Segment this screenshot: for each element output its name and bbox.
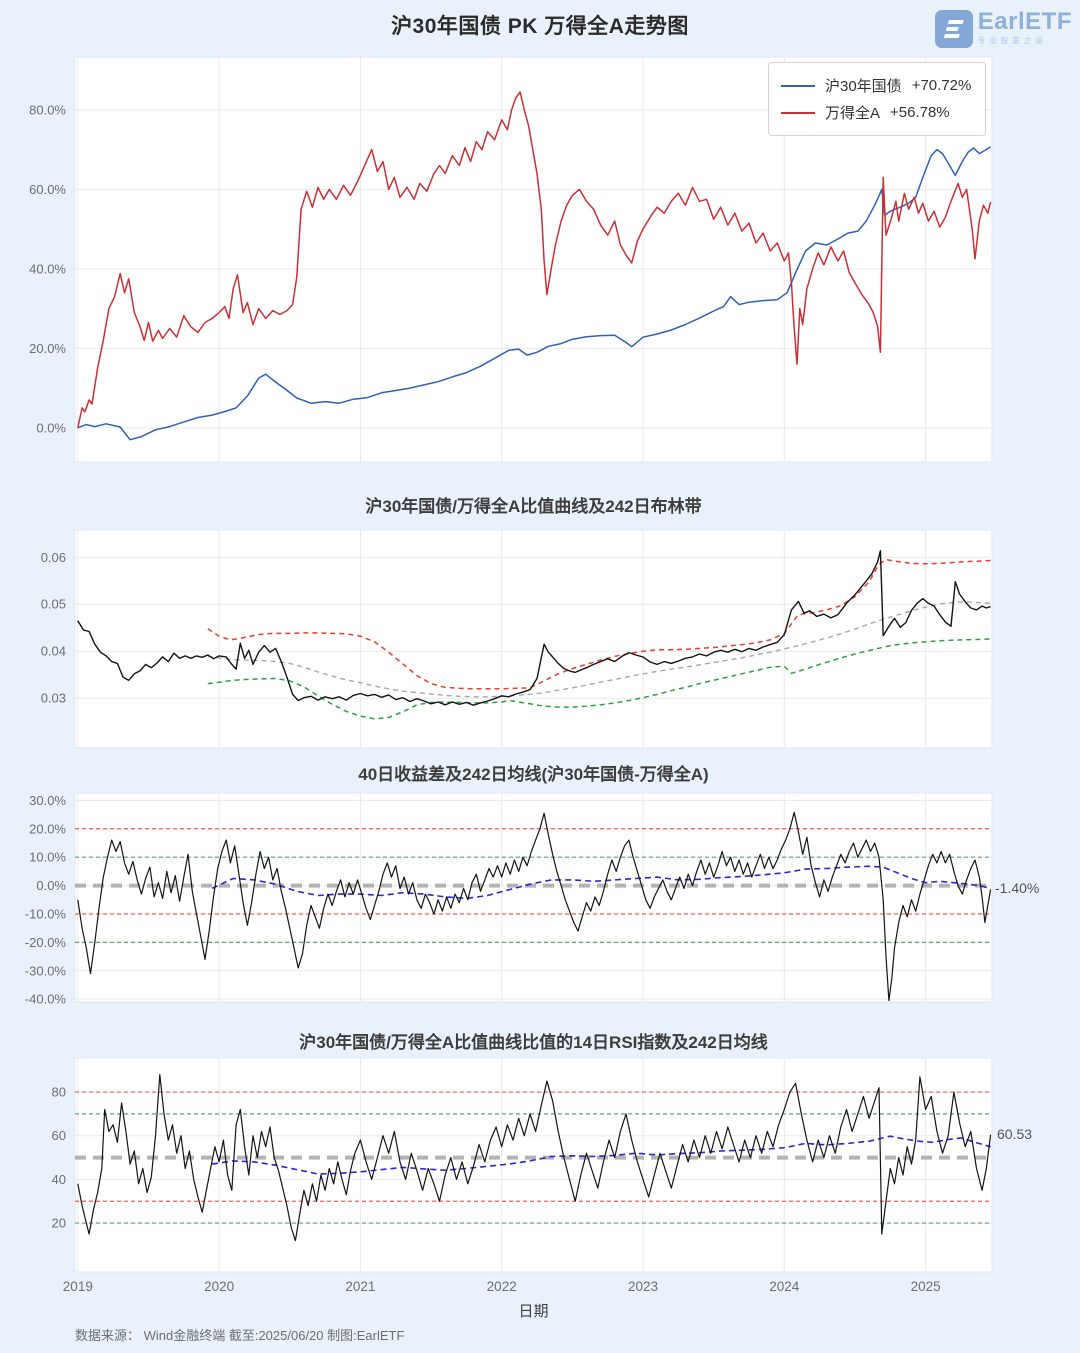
chart4-last-value: 60.53 (997, 1126, 1033, 1142)
svg-text:2024: 2024 (769, 1279, 800, 1294)
legend-bond-value: +70.72% (911, 77, 972, 94)
svg-text:0.03: 0.03 (41, 691, 66, 706)
svg-text:-10.0%: -10.0% (25, 906, 67, 921)
svg-text:0.04: 0.04 (41, 644, 66, 659)
svg-text:0.06: 0.06 (41, 550, 66, 565)
svg-text:0.0%: 0.0% (36, 878, 66, 893)
chart3-title: 40日收益差及242日均线(沪30年国债-万得全A) (358, 765, 709, 784)
svg-text:2021: 2021 (345, 1279, 375, 1294)
legend-item-stock: 万得全A +56.78% (781, 99, 973, 126)
svg-text:20.0%: 20.0% (29, 821, 66, 836)
svg-text:0.0%: 0.0% (36, 420, 66, 435)
svg-text:-20.0%: -20.0% (25, 935, 67, 950)
chart1-legend: 沪30年国债 +70.72% 万得全A +56.78% (768, 62, 986, 136)
svg-text:10.0%: 10.0% (29, 850, 66, 865)
svg-text:60.0%: 60.0% (29, 182, 66, 197)
logo-text: EarlETF (977, 8, 1072, 35)
svg-text:20.0%: 20.0% (29, 341, 66, 356)
legend-stock-label: 万得全A (825, 105, 881, 122)
svg-text:2023: 2023 (628, 1279, 658, 1294)
svg-text:2025: 2025 (911, 1279, 941, 1294)
bond-line-swatch-icon (781, 84, 815, 87)
svg-text:-30.0%: -30.0% (25, 963, 67, 978)
svg-text:2020: 2020 (204, 1279, 234, 1294)
footer-source-text: 数据来源： Wind金融终端 截至:2025/06/20 制图:EarlETF (75, 1328, 405, 1343)
svg-text:30.0%: 30.0% (29, 793, 66, 808)
legend-stock-value: +56.78% (890, 104, 950, 121)
chart4-title: 沪30年国债/万得全A比值曲线比值的14日RSI指数及242日均线 (299, 1033, 768, 1052)
svg-text:60: 60 (52, 1128, 66, 1143)
chart2-title: 沪30年国债/万得全A比值曲线及242日布林带 (365, 497, 702, 516)
svg-text:80: 80 (52, 1085, 66, 1100)
legend-bond-label: 沪30年国债 (825, 78, 902, 95)
svg-text:40: 40 (52, 1172, 66, 1187)
chart3-last-value: -1.40% (995, 880, 1040, 896)
svg-text:-40.0%: -40.0% (25, 992, 67, 1007)
svg-text:0.05: 0.05 (41, 597, 66, 612)
legend-item-bond: 沪30年国债 +70.72% (781, 72, 973, 99)
svg-text:80.0%: 80.0% (29, 102, 66, 117)
earletf-logo-icon (934, 10, 973, 48)
stock-line-swatch-icon (781, 111, 815, 114)
svg-text:2022: 2022 (487, 1279, 517, 1294)
page-title: 沪30年国债 PK 万得全A走势图 (391, 15, 689, 38)
earletf-logo: EarlETF 专业投基之道 (934, 8, 1072, 48)
x-axis-title: 日期 (518, 1303, 549, 1320)
svg-text:2019: 2019 (63, 1279, 93, 1294)
logo-tagline: 专业投基之道 (977, 36, 1047, 45)
svg-text:40.0%: 40.0% (29, 261, 66, 276)
svg-text:20: 20 (52, 1216, 66, 1231)
